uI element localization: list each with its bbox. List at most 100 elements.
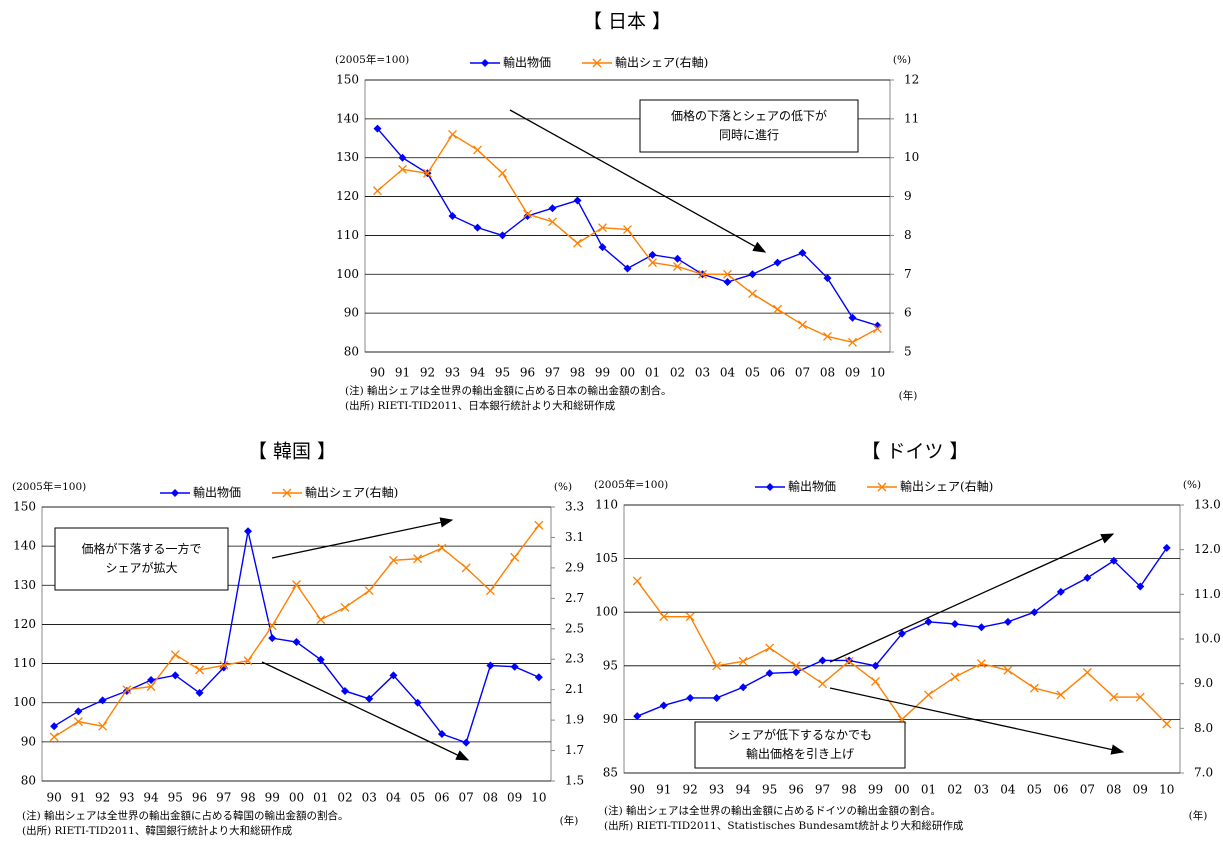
marker [924,690,933,700]
annotation-text: 同時に進行 [719,128,779,142]
marker [146,682,156,692]
annotation-text: 価格の下落とシェアの低下が [671,108,827,123]
marker [976,659,986,669]
marker [340,686,349,695]
x-tick-label: 07 [459,791,474,805]
y2-tick-label: 10.0 [1194,632,1221,646]
marker [244,527,253,536]
x-tick-label: 09 [507,791,522,805]
marker [773,304,782,314]
y-tick-label: 110 [13,656,36,670]
marker [292,580,301,590]
chart-title: 【 韓国 】 [248,441,336,463]
x-tick-label: 10 [531,791,546,805]
annotation-text: シェアが低下するなかでも [728,727,872,742]
x-tick-label: 07 [1080,783,1095,797]
marker [748,289,757,299]
y2-tick-label: 2.1 [565,682,584,696]
y-tick-label: 100 [336,267,359,281]
y2-tick-label: 1.7 [565,743,584,757]
x-tick-label: 94 [470,366,486,380]
x-tick-label: 09 [1133,783,1148,797]
marker [648,250,657,259]
marker [498,168,507,178]
y2-tick-label: 2.3 [565,652,584,666]
marker [573,196,582,205]
annotation-box [54,527,229,591]
y-tick-label: 120 [336,189,359,203]
marker [686,693,695,702]
x-tick-label: 98 [841,783,856,797]
x-tick-label: 98 [240,791,255,805]
note: (出所) RIETI-TID2011、Statistisches Bundesa… [604,819,964,832]
marker [122,685,132,695]
marker [50,722,59,731]
marker [673,254,682,263]
y-tick-label: 80 [344,345,359,359]
y2-tick-label: 12.0 [1194,542,1221,556]
x-tick-label: 93 [709,783,724,797]
annotation-text: 価格が下落する一方で [81,541,201,556]
marker [1109,556,1118,565]
x-tick-label: 04 [1000,783,1016,797]
x-tick-label: 96 [520,366,535,380]
annotation-text: 輸出価格を引き上げ [746,746,854,761]
marker [548,217,557,227]
marker [486,661,495,670]
y2-tick-label: 2.9 [565,560,584,574]
x-tick-label: 00 [894,783,909,797]
marker [171,489,179,497]
marker [448,212,457,220]
y-tick-label: 90 [603,712,618,726]
x-tick-label: 01 [645,366,660,380]
marker [170,650,180,660]
legend-label: 輸出シェア(右軸) [900,479,993,494]
marker [871,676,880,686]
y-tick-label: 130 [336,150,359,164]
y-tick-label: 150 [13,500,36,514]
marker [723,269,732,279]
marker [766,483,774,491]
marker [437,730,446,739]
x-tick-label: 10 [870,366,885,380]
marker [243,656,253,666]
marker [598,243,607,252]
x-tick-label: 96 [788,783,803,797]
marker [873,324,882,334]
x-tick-label: 94 [736,783,752,797]
marker [498,231,507,240]
x-tick-label: 08 [1106,783,1121,797]
legend-label: 輸出シェア(右軸) [615,55,708,70]
y2-axis-label: (%) [893,54,911,66]
marker [365,694,374,703]
marker [548,204,557,213]
x-tick-label: 97 [545,366,560,380]
marker [659,701,668,710]
x-tick-label: 93 [119,791,134,805]
y-axis-label: (2005年=100) [335,53,409,66]
y-tick-label: 150 [336,73,359,87]
marker [292,638,301,647]
y-tick-label: 140 [336,111,359,125]
marker [282,488,292,498]
legend-label: 輸出物価 [193,485,241,500]
x-tick-label: 02 [337,791,352,805]
marker [340,603,350,612]
x-tick-label: 98 [570,366,585,380]
arrow [829,533,1115,663]
marker [389,671,398,680]
y-tick-label: 130 [13,578,36,592]
marker [877,482,887,492]
marker [848,313,857,322]
y2-axis-label: (%) [1183,479,1201,491]
marker [791,661,801,671]
marker [798,248,807,257]
x-tick-label: 90 [370,366,385,380]
x-tick-label: 03 [974,783,989,797]
x-tick-label: 04 [720,366,736,380]
x-tick-label: 09 [845,366,860,380]
chart-title: 【 日本 】 [583,11,671,33]
y-tick-label: 110 [595,498,618,512]
annotation-box [639,99,859,153]
